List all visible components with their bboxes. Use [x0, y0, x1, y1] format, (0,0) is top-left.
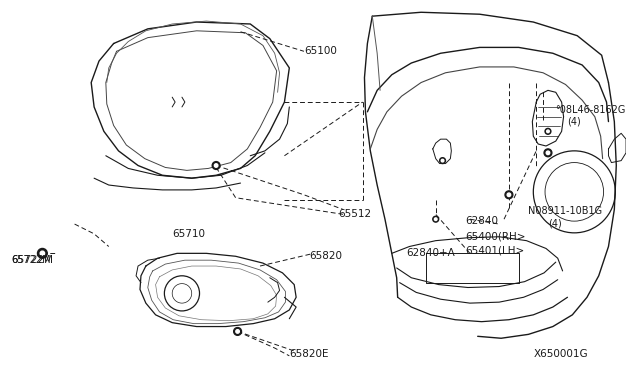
Text: N08911-10B1G: N08911-10B1G [529, 206, 603, 217]
Text: 65820: 65820 [309, 251, 342, 261]
Circle shape [546, 151, 550, 155]
Circle shape [441, 159, 444, 162]
Text: 65512: 65512 [338, 209, 371, 219]
Text: 62840: 62840 [465, 216, 498, 226]
Circle shape [505, 191, 513, 199]
Circle shape [234, 327, 241, 335]
Text: 65401(LH>: 65401(LH> [465, 246, 524, 256]
Circle shape [545, 128, 551, 134]
Text: 65400(RH>: 65400(RH> [465, 232, 525, 242]
Circle shape [507, 193, 511, 196]
Circle shape [236, 330, 239, 333]
Text: 65100: 65100 [304, 46, 337, 56]
Circle shape [544, 149, 552, 157]
Circle shape [440, 158, 445, 164]
Circle shape [212, 161, 220, 169]
Text: 65820E: 65820E [289, 349, 329, 359]
Text: 65722M: 65722M [11, 255, 51, 265]
Circle shape [435, 218, 437, 221]
Circle shape [547, 130, 549, 133]
Text: (4): (4) [568, 116, 581, 126]
Text: 65722M: 65722M [11, 255, 53, 265]
Circle shape [433, 216, 438, 222]
Circle shape [214, 164, 218, 167]
Text: (4): (4) [548, 218, 562, 228]
Text: X650001G: X650001G [533, 349, 588, 359]
Text: °08L46-8162G: °08L46-8162G [555, 105, 625, 115]
Circle shape [40, 251, 45, 256]
Text: 65710: 65710 [172, 229, 205, 239]
Text: 62840+A: 62840+A [406, 248, 455, 258]
Circle shape [38, 248, 47, 258]
